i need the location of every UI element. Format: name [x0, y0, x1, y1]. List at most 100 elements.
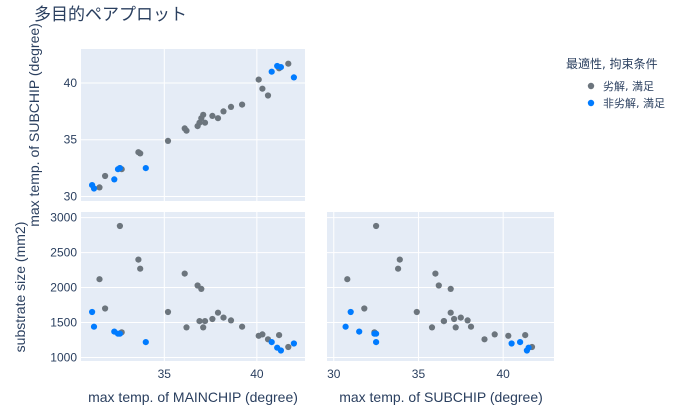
data-point-br-s1-2[interactable]	[356, 328, 363, 335]
x-tick-label: 40	[250, 367, 264, 381]
data-point-br-s1-0[interactable]	[347, 308, 354, 316]
data-point-br-s0-14[interactable]	[451, 315, 458, 323]
legend-item-dominated[interactable]: 劣解, 満足	[587, 79, 654, 93]
x-tick-label: 35	[158, 367, 172, 381]
data-point-tl-s0-20[interactable]	[259, 85, 266, 92]
data-point-br-s0-2[interactable]	[373, 222, 380, 230]
data-point-br-s0-0[interactable]	[344, 276, 351, 283]
data-point-br-s0-19[interactable]	[505, 332, 512, 339]
data-point-bl-s0-18[interactable]	[239, 323, 246, 330]
y-axis-title-top-left: max temp. of SUBCHIP (degree)	[26, 23, 42, 227]
data-point-br-s0-22[interactable]	[522, 332, 529, 339]
data-point-bl-s0-5[interactable]	[137, 265, 144, 272]
panel-substrate-vs-mainchip: 35 40 1000 1500 2000 2500 3000	[50, 211, 305, 381]
y-tick-label: 40	[64, 76, 78, 90]
data-point-tl-s0-16[interactable]	[220, 108, 227, 115]
data-point-br-s1-1[interactable]	[342, 323, 349, 330]
data-point-tl-s0-1[interactable]	[102, 172, 109, 180]
data-point-bl-s0-14[interactable]	[209, 315, 216, 323]
x-axis-title-bottom-left: max temp. of MAINCHIP (degree)	[88, 389, 298, 405]
data-point-tl-s1-2[interactable]	[111, 176, 118, 183]
data-point-br-s1-9[interactable]	[508, 340, 515, 347]
data-point-tl-s0-19[interactable]	[255, 76, 262, 83]
data-point-br-s1-5[interactable]	[373, 339, 380, 346]
data-point-br-s0-6[interactable]	[413, 308, 420, 316]
data-point-br-s0-16[interactable]	[457, 314, 464, 321]
data-point-bl-s0-7[interactable]	[181, 270, 188, 277]
data-point-br-s0-8[interactable]	[428, 324, 436, 331]
data-point-tl-s0-21[interactable]	[264, 92, 272, 99]
data-point-tl-s0-13[interactable]	[201, 119, 209, 126]
data-point-br-s0-18[interactable]	[467, 323, 475, 330]
data-point-br-s0-1[interactable]	[361, 305, 368, 312]
data-point-br-s0-4[interactable]	[396, 256, 403, 263]
data-point-bl-s1-4[interactable]	[116, 330, 123, 337]
data-point-tl-s0-18[interactable]	[239, 101, 246, 108]
panel-substrate-vs-subchip: 30 35 40	[327, 212, 554, 381]
data-point-bl-s1-9[interactable]	[290, 340, 297, 347]
data-point-bl-s1-5[interactable]	[142, 339, 149, 346]
data-point-tl-s0-8[interactable]	[183, 127, 190, 134]
panel-subchip-vs-mainchip: 30 35 40	[64, 49, 305, 203]
data-point-br-s0-12[interactable]	[452, 324, 459, 331]
legend-title: 最適性, 拘束条件	[566, 56, 658, 71]
data-point-bl-s1-6[interactable]	[268, 339, 275, 346]
data-point-bl-s0-16[interactable]	[220, 314, 227, 321]
data-point-br-s0-7[interactable]	[432, 270, 439, 277]
data-point-bl-s0-6[interactable]	[164, 308, 172, 316]
data-point-br-s0-17[interactable]	[464, 317, 471, 324]
data-point-bl-s0-20[interactable]	[259, 331, 266, 338]
data-point-tl-s0-17[interactable]	[227, 103, 235, 110]
data-point-bl-s0-1[interactable]	[102, 305, 109, 312]
data-point-br-s0-15[interactable]	[447, 309, 454, 316]
data-point-tl-s1-1[interactable]	[90, 185, 98, 192]
data-point-tl-s1-6[interactable]	[268, 68, 275, 75]
data-point-bl-s0-10[interactable]	[196, 318, 203, 325]
data-point-br-s0-20[interactable]	[491, 331, 498, 338]
data-point-tl-s1-8[interactable]	[277, 64, 284, 71]
data-point-bl-s0-15[interactable]	[214, 309, 222, 316]
data-point-tl-s1-9[interactable]	[290, 74, 297, 81]
data-point-bl-s0-11[interactable]	[198, 285, 205, 292]
data-point-bl-s0-13[interactable]	[201, 318, 209, 325]
data-point-tl-s0-6[interactable]	[164, 137, 172, 144]
legend-marker-non-dominated	[587, 99, 595, 107]
data-point-br-s1-8[interactable]	[523, 347, 531, 354]
data-point-bl-s0-22[interactable]	[276, 332, 283, 339]
y-tick-label: 1500	[50, 316, 77, 330]
legend-label-non-dominated: 非劣解, 満足	[603, 96, 665, 110]
data-point-br-s0-9[interactable]	[435, 282, 442, 289]
data-point-bl-s0-4[interactable]	[135, 256, 142, 263]
data-point-bl-s1-0[interactable]	[89, 308, 96, 316]
data-point-bl-s1-1[interactable]	[90, 323, 98, 330]
data-point-bl-s1-8[interactable]	[277, 347, 284, 354]
data-point-bl-s0-8[interactable]	[183, 324, 190, 331]
data-point-tl-s0-14[interactable]	[209, 112, 216, 119]
legend: 最適性, 拘束条件 劣解, 満足 非劣解, 満足	[566, 56, 665, 110]
legend-label-dominated: 劣解, 満足	[603, 79, 654, 93]
data-point-br-s1-4[interactable]	[373, 330, 380, 337]
data-point-bl-s0-12[interactable]	[200, 324, 207, 331]
y-tick-label: 2500	[50, 246, 77, 260]
legend-item-non-dominated[interactable]: 非劣解, 満足	[587, 96, 665, 110]
y-tick-label: 3000	[50, 211, 77, 225]
data-point-br-s0-13[interactable]	[440, 318, 447, 325]
data-point-br-s1-6[interactable]	[517, 339, 524, 346]
data-point-tl-s1-4[interactable]	[116, 165, 123, 172]
y-tick-label: 35	[64, 133, 78, 147]
data-point-tl-s0-23[interactable]	[285, 60, 292, 67]
data-point-br-s0-5[interactable]	[395, 265, 402, 272]
data-point-bl-s0-17[interactable]	[227, 317, 235, 324]
legend-marker-dominated	[587, 82, 595, 90]
data-point-tl-s0-15[interactable]	[214, 115, 222, 122]
data-point-tl-s0-0[interactable]	[96, 184, 103, 191]
data-point-bl-s0-2[interactable]	[116, 222, 123, 230]
data-point-tl-s1-5[interactable]	[142, 165, 149, 172]
data-point-br-s0-11[interactable]	[447, 285, 454, 292]
data-point-bl-s0-0[interactable]	[96, 276, 103, 283]
data-point-bl-s0-23[interactable]	[285, 343, 292, 351]
data-point-tl-s0-5[interactable]	[137, 150, 144, 157]
x-tick-label: 35	[412, 367, 426, 381]
data-point-br-s0-21[interactable]	[481, 336, 488, 343]
data-point-tl-s0-12[interactable]	[200, 111, 207, 118]
